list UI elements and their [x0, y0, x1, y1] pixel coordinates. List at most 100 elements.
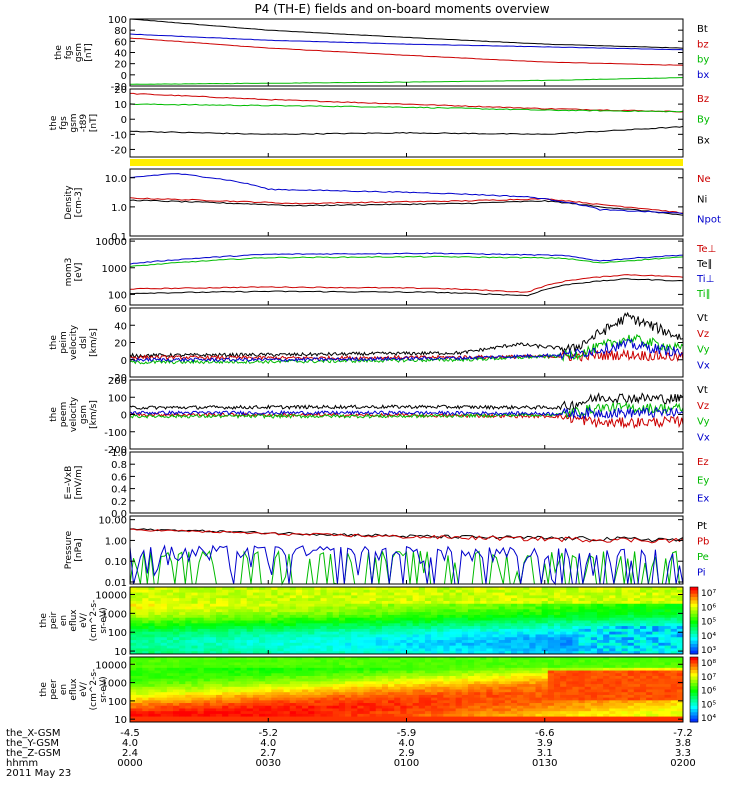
- spectrogram-cell: [455, 675, 463, 680]
- spectrogram-cell: [173, 631, 180, 635]
- spectrogram-cell: [222, 603, 229, 608]
- spectrogram-cell: [486, 716, 494, 720]
- spectrogram-cell: [154, 592, 162, 596]
- spectrogram-cell: [234, 667, 242, 672]
- spectrogram-cell: [289, 697, 297, 701]
- spectrogram-cell: [277, 716, 285, 720]
- spectrogram-cell: [670, 642, 678, 647]
- spectrogram-cell: [345, 592, 352, 596]
- spectrogram-cell: [504, 697, 512, 701]
- spectrogram-cell: [160, 620, 168, 624]
- x-axis-value: 2.7: [260, 748, 276, 759]
- spectrogram-cell: [228, 686, 235, 690]
- spectrogram-cell: [412, 692, 420, 696]
- spectrogram-cell: [406, 694, 414, 699]
- spectrogram-cell: [584, 657, 592, 661]
- spectrogram-cell: [437, 628, 444, 633]
- spectrogram-cell: [295, 670, 303, 674]
- spectrogram-cell: [203, 697, 211, 701]
- spectrogram-cell: [363, 645, 371, 649]
- spectrogram-cell: [584, 592, 592, 596]
- spectrogram-cell: [627, 667, 635, 672]
- spectrogram-cell: [523, 623, 530, 627]
- spectrogram-cell: [504, 595, 512, 599]
- spectrogram-cell: [406, 637, 414, 641]
- spectrogram-cell: [418, 598, 426, 602]
- spectrogram-cell: [553, 589, 561, 594]
- spectrogram-cell: [535, 587, 543, 591]
- spectrogram-cell: [130, 692, 137, 696]
- spectrogram-cell: [179, 678, 186, 682]
- spectrogram-cell: [277, 667, 285, 672]
- spectrogram-cell: [474, 603, 481, 608]
- spectrogram-cell: [185, 667, 192, 672]
- spectrogram-cell: [603, 692, 610, 696]
- spectrogram-cell: [498, 665, 506, 669]
- spectrogram-cell: [351, 609, 358, 613]
- spectrogram-cell: [375, 631, 383, 635]
- spectrogram-cell: [584, 645, 592, 649]
- spectrogram-cell: [541, 595, 549, 599]
- spectrogram-cell: [553, 600, 561, 605]
- y-tick-label: 100: [108, 393, 127, 404]
- spectrogram-cell: [676, 678, 684, 682]
- spectrogram-cell: [633, 626, 641, 630]
- spectrogram-cell: [596, 620, 604, 624]
- spectrogram-cell: [388, 697, 395, 701]
- y-tick-label: 1000: [102, 609, 127, 620]
- spectrogram-cell: [461, 692, 469, 696]
- y-tick-label: 100: [108, 15, 127, 26]
- spectrogram-cell: [166, 673, 174, 677]
- spectrogram-cell: [633, 662, 641, 666]
- spectrogram-cell: [265, 642, 272, 647]
- spectrogram-cell: [394, 673, 401, 677]
- spectrogram-cell: [394, 592, 401, 596]
- spectrogram-cell: [504, 603, 512, 608]
- legend-label: By: [697, 115, 710, 126]
- spectrogram-cell: [504, 631, 512, 635]
- spectrogram-cell: [295, 637, 303, 641]
- spectrogram-cell: [320, 626, 328, 630]
- spectrogram-cell: [541, 697, 549, 701]
- spectrogram-cell: [320, 598, 328, 602]
- spectrogram-cell: [295, 612, 303, 616]
- spectrogram-cell: [148, 603, 156, 608]
- spectrogram-cell: [136, 684, 143, 688]
- spectrogram-cell: [332, 592, 340, 596]
- spectrogram-cell: [345, 686, 352, 690]
- spectrogram-cell: [498, 606, 506, 610]
- spectrogram-cell: [424, 606, 432, 610]
- spectrogram-cell: [197, 708, 205, 712]
- spectrogram-cell: [627, 609, 635, 613]
- spectrogram-cell: [283, 697, 291, 701]
- spectrogram-cell: [394, 667, 401, 672]
- spectrogram-cell: [541, 645, 549, 649]
- spectrogram-cell: [529, 708, 537, 712]
- spectrogram-cell: [639, 700, 647, 704]
- spectrogram-cell: [615, 692, 623, 696]
- spectrogram-cell: [486, 623, 494, 627]
- spectrogram-cell: [271, 648, 278, 652]
- spectrogram-cell: [338, 626, 346, 630]
- spectrogram-cell: [412, 697, 420, 701]
- spectrogram-cell: [265, 657, 272, 661]
- spectrogram-cell: [541, 692, 549, 696]
- spectrogram-cell: [308, 700, 315, 704]
- colorbar-segment: [690, 679, 698, 684]
- spectrogram-cell: [529, 719, 537, 723]
- spectrogram-cell: [455, 612, 463, 616]
- spectrogram-cell: [664, 637, 672, 641]
- spectrogram-cell: [670, 713, 678, 718]
- spectrogram-cell: [553, 697, 561, 701]
- spectrogram-cell: [431, 614, 438, 619]
- spectrogram-cell: [424, 678, 432, 682]
- spectrogram-cell: [449, 716, 457, 720]
- y-tick-label: 0.1: [111, 232, 127, 243]
- spectrogram-cell: [615, 670, 623, 674]
- spectrogram-cell: [332, 587, 340, 591]
- spectrogram-cell: [185, 592, 192, 596]
- spectrogram-cell: [646, 686, 653, 690]
- spectrogram-cell: [400, 617, 407, 621]
- spectrogram-cell: [670, 705, 678, 709]
